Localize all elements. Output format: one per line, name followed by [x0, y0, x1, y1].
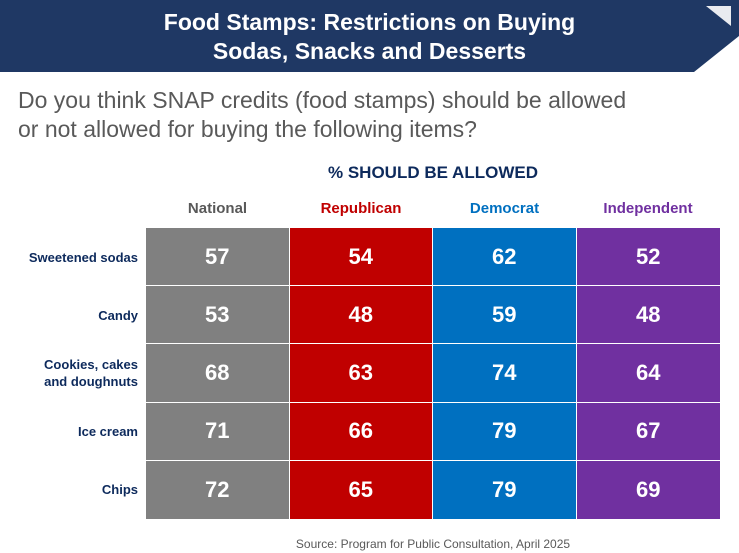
- data-cell-republican: 65: [289, 460, 432, 519]
- data-cell-national: 53: [146, 286, 289, 344]
- data-cell-democrat: 74: [433, 344, 576, 402]
- data-cell-national: 57: [146, 228, 289, 286]
- banner-shape: [0, 0, 739, 72]
- data-cell-republican: 48: [289, 286, 432, 344]
- data-cell-independent: 69: [576, 460, 720, 519]
- banner-background: [0, 0, 739, 72]
- column-header-independent: Independent: [603, 200, 693, 217]
- row-label: Candy: [98, 307, 138, 323]
- data-cell-democrat: 79: [433, 460, 576, 519]
- row-label: Chips: [101, 482, 138, 498]
- data-cell-republican: 54: [289, 228, 432, 286]
- source-note: Source: Program for Public Consultation,…: [295, 537, 571, 551]
- column-header-national: National: [187, 200, 248, 217]
- column-header-democrat: Democrat: [469, 200, 540, 217]
- chart-title: Food Stamps: Restrictions on Buying Soda…: [0, 8, 739, 66]
- data-cell-democrat: 62: [433, 228, 576, 286]
- question-line-1: Do you think SNAP credits (food stamps) …: [18, 87, 627, 113]
- row-label: Cookies, cakes and doughnuts: [44, 357, 138, 390]
- survey-question: Do you think SNAP credits (food stamps) …: [18, 86, 728, 144]
- data-cell-national: 68: [146, 344, 289, 402]
- title-banner: Food Stamps: Restrictions on Buying Soda…: [0, 0, 739, 72]
- data-cell-democrat: 79: [433, 402, 576, 460]
- data-grid: 57 54 62 52 53 48 59 48 68 63 74 64 71 66 79 67 72 65 79 69: [146, 228, 720, 519]
- data-cell-independent: 52: [576, 228, 720, 286]
- column-header-republican: Republican: [320, 200, 402, 217]
- row-label: Ice cream: [78, 424, 138, 440]
- table-title: % SHOULD BE ALLOWED: [328, 163, 538, 182]
- data-cell-independent: 67: [576, 402, 720, 460]
- data-cell-national: 72: [146, 460, 289, 519]
- data-cell-republican: 66: [289, 402, 432, 460]
- data-cell-republican: 63: [289, 344, 432, 402]
- title-line-2: Sodas, Snacks and Desserts: [212, 38, 527, 64]
- data-cell-democrat: 59: [433, 286, 576, 344]
- data-cell-independent: 48: [576, 286, 720, 344]
- data-cell-national: 71: [146, 402, 289, 460]
- banner-corner-accent: [706, 6, 731, 26]
- data-cell-independent: 64: [576, 344, 720, 402]
- title-line-1: Food Stamps: Restrictions on Buying: [163, 9, 576, 35]
- row-label: Sweetened sodas: [28, 249, 138, 265]
- question-line-2: or not allowed for buying the following …: [18, 116, 477, 142]
